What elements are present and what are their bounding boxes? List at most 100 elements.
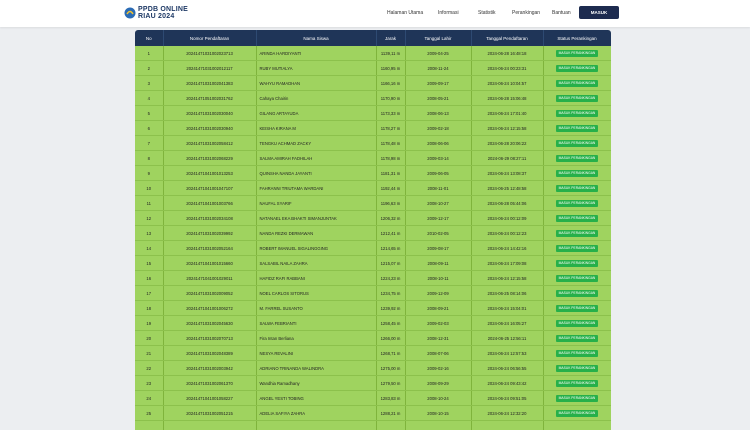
nav-link[interactable]: Informasi [438,10,459,16]
cell: FAHRANNI TRIUTAMA WARDANI [256,181,376,196]
cell: 4 [135,91,163,106]
cell: 2024-06-24 00:12:23 [471,226,543,241]
cell: 20241471031002070713 [163,331,256,346]
cell: 1139,11 m [376,46,405,61]
cell: 2008-06-06 [405,136,471,151]
cell: 20241471041001006272 [163,301,256,316]
cell: 1283,83 m [376,391,405,406]
cell: 1170,90 m [376,91,405,106]
cell: MASUK PERANKINGAN [543,136,611,151]
cell: 19 [135,316,163,331]
cell: 1266,00 m [376,331,405,346]
cell: SALMA AMIRAH FADHILAH [256,151,376,166]
cell: 2009-06-05 [405,166,471,181]
status-badge: MASUK PERANKINGAN [556,290,599,297]
cell: HAFIDZ RAFI RABBANI [256,271,376,286]
cell: SALWA FEBRIANTI [256,316,376,331]
cell: 1215,07 m [376,256,405,271]
cell: 2008-10-11 [405,271,471,286]
cell: 20241471031002009052 [163,286,256,301]
cell: 10 [135,181,163,196]
cell: MASUK PERANKINGAN [543,391,611,406]
cell: 24 [135,391,163,406]
nav-link[interactable]: Halaman Utama [387,10,423,16]
cell: 2010-02-05 [405,226,471,241]
cell: 2009-12-17 [405,211,471,226]
cell: 2 [135,61,163,76]
column-header: Tanggal Lahir [405,30,471,46]
column-header: Tanggal Pendaftaran [471,30,543,46]
status-badge: MASUK PERANKINGAN [556,125,599,132]
cell: 1178,48 m [376,136,405,151]
cell: 2009-02-03 [405,316,471,331]
cell: ADRIANO TRINANDA WALINDRA [256,361,376,376]
status-badge: MASUK PERANKINGAN [556,305,599,312]
brand-line: RIAU 2024 [138,13,174,20]
cell: 22 [135,361,163,376]
cell: ROBERT IMANUEL SIGALINGGING [256,241,376,256]
cell: 2024-06-24 00:23:31 [471,61,543,76]
status-badge: MASUK PERANKINGAN [556,335,599,342]
cell: 2024-06-24 06:56:55 [471,361,543,376]
status-badge: MASUK PERANKINGAN [556,410,599,417]
top-bar: PPDB ONLINE RIAU 2024 Halaman Utama Info… [0,0,750,27]
status-badge: MASUK PERANKINGAN [556,200,599,207]
cell: 1178,98 m [376,151,405,166]
cell: 20241471041001015660 [163,256,256,271]
cell: 7 [135,136,163,151]
cell: 2008-11-24 [405,61,471,76]
nav-link[interactable]: Bantuan [552,10,571,16]
cell: 1160,95 m [376,61,405,76]
cell: 2008-09-11 [405,256,471,271]
cell: 2024-06-28 15:06:48 [471,91,543,106]
cell: MASUK PERANKINGAN [543,181,611,196]
cell: 1206,32 m [376,211,405,226]
cell: 2024-06-24 10:04:57 [471,76,543,91]
cell: MASUK PERANKINGAN [543,91,611,106]
cell: 20241471041001013253 [163,166,256,181]
cell: MASUK PERANKINGAN [543,106,611,121]
cell: 1178,27 m [376,121,405,136]
login-button[interactable]: MASUK [579,6,619,19]
column-header: Jarak [376,30,405,46]
cell: 2024-06-24 17:09:08 [471,256,543,271]
status-badge: MASUK PERANKINGAN [556,110,599,117]
cell: 5 [135,106,163,121]
status-badge: MASUK PERANKINGAN [556,155,599,162]
cell: 20241471031002030040 [163,106,256,121]
cell: RUBY MUTIALYA [256,61,376,76]
cell: 2008-06-13 [405,106,471,121]
cell: MASUK PERANKINGAN [543,256,611,271]
nav-link[interactable]: Statistik [478,10,496,16]
cell: 20241471041001047107 [163,181,256,196]
cell: MASUK PERANKINGAN [543,286,611,301]
cell: 2024-06-24 00:12:09 [471,211,543,226]
cell: 2024-06-24 09:43:42 [471,376,543,391]
cell: SALSABIL NAILA ZAHRA [256,256,376,271]
cell: 20241471031002030940 [163,121,256,136]
cell: ANGEL YESTI TOBING [256,391,376,406]
nav-link[interactable]: Perankingan [512,10,540,16]
cell: 20241471031002061370 [163,376,256,391]
cell: MASUK PERANKINGAN [543,211,611,226]
cell: MASUK PERANKINGAN [543,196,611,211]
cell: 1212,41 m [376,226,405,241]
